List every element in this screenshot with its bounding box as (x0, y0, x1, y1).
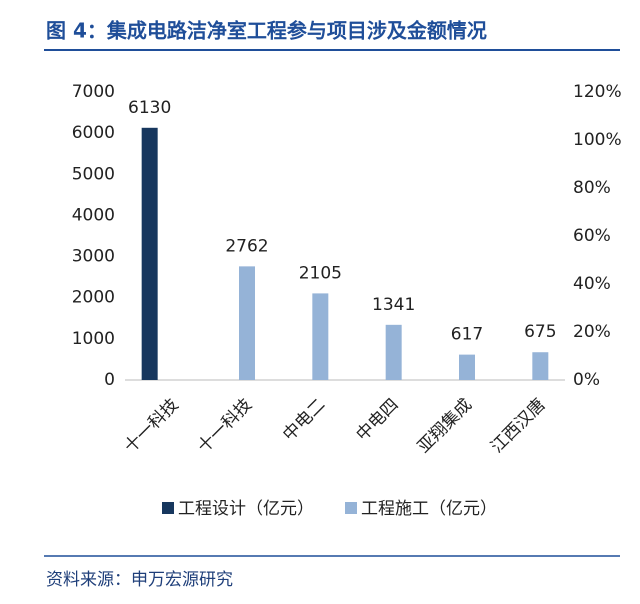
x-tick-label: 十一科技 (121, 395, 183, 457)
data-label: 675 (524, 322, 556, 342)
data-label: 6130 (128, 98, 171, 118)
x-tick-label: 中电二 (279, 395, 329, 445)
y-tick-label: 7000 (72, 82, 115, 102)
legend-label: 工程设计（亿元） (178, 499, 314, 519)
legend-swatch (345, 502, 357, 514)
bar (239, 266, 255, 380)
y2-tick-label: 0% (573, 370, 600, 390)
y2-tick-label: 40% (573, 274, 611, 294)
x-tick-label: 亚翔集成 (414, 395, 476, 457)
data-label: 617 (451, 325, 483, 345)
legend-label: 工程施工（亿元） (361, 499, 497, 519)
y2-tick-label: 60% (573, 226, 611, 246)
bar (532, 352, 549, 380)
data-label: 2105 (299, 263, 342, 283)
x-tick-label: 中电四 (353, 395, 403, 445)
chart-title: 图 4：集成电路洁净室工程参与项目涉及金额情况 (46, 19, 487, 43)
y-tick-label: 2000 (72, 288, 115, 308)
bar (312, 293, 329, 380)
y2-tick-label: 80% (573, 178, 611, 198)
bar (459, 354, 475, 380)
x-tick-label: 十一科技 (194, 395, 256, 457)
y-tick-label: 5000 (72, 164, 115, 184)
y-tick-label: 1000 (72, 329, 115, 349)
data-label: 1341 (372, 295, 415, 315)
bar (385, 324, 402, 380)
x-tick-label: 江西汉唐 (486, 394, 549, 457)
y-tick-label: 0 (104, 370, 115, 390)
source-note: 资料来源：申万宏源研究 (46, 570, 233, 590)
y2-tick-label: 20% (573, 322, 611, 342)
y-tick-label: 6000 (72, 123, 115, 143)
legend-swatch (162, 502, 174, 514)
bar (141, 127, 158, 381)
data-label: 2762 (225, 236, 268, 256)
y2-tick-label: 100% (573, 130, 622, 150)
y2-tick-label: 120% (573, 82, 622, 102)
y-tick-label: 3000 (72, 247, 115, 267)
y-tick-label: 4000 (72, 205, 115, 225)
